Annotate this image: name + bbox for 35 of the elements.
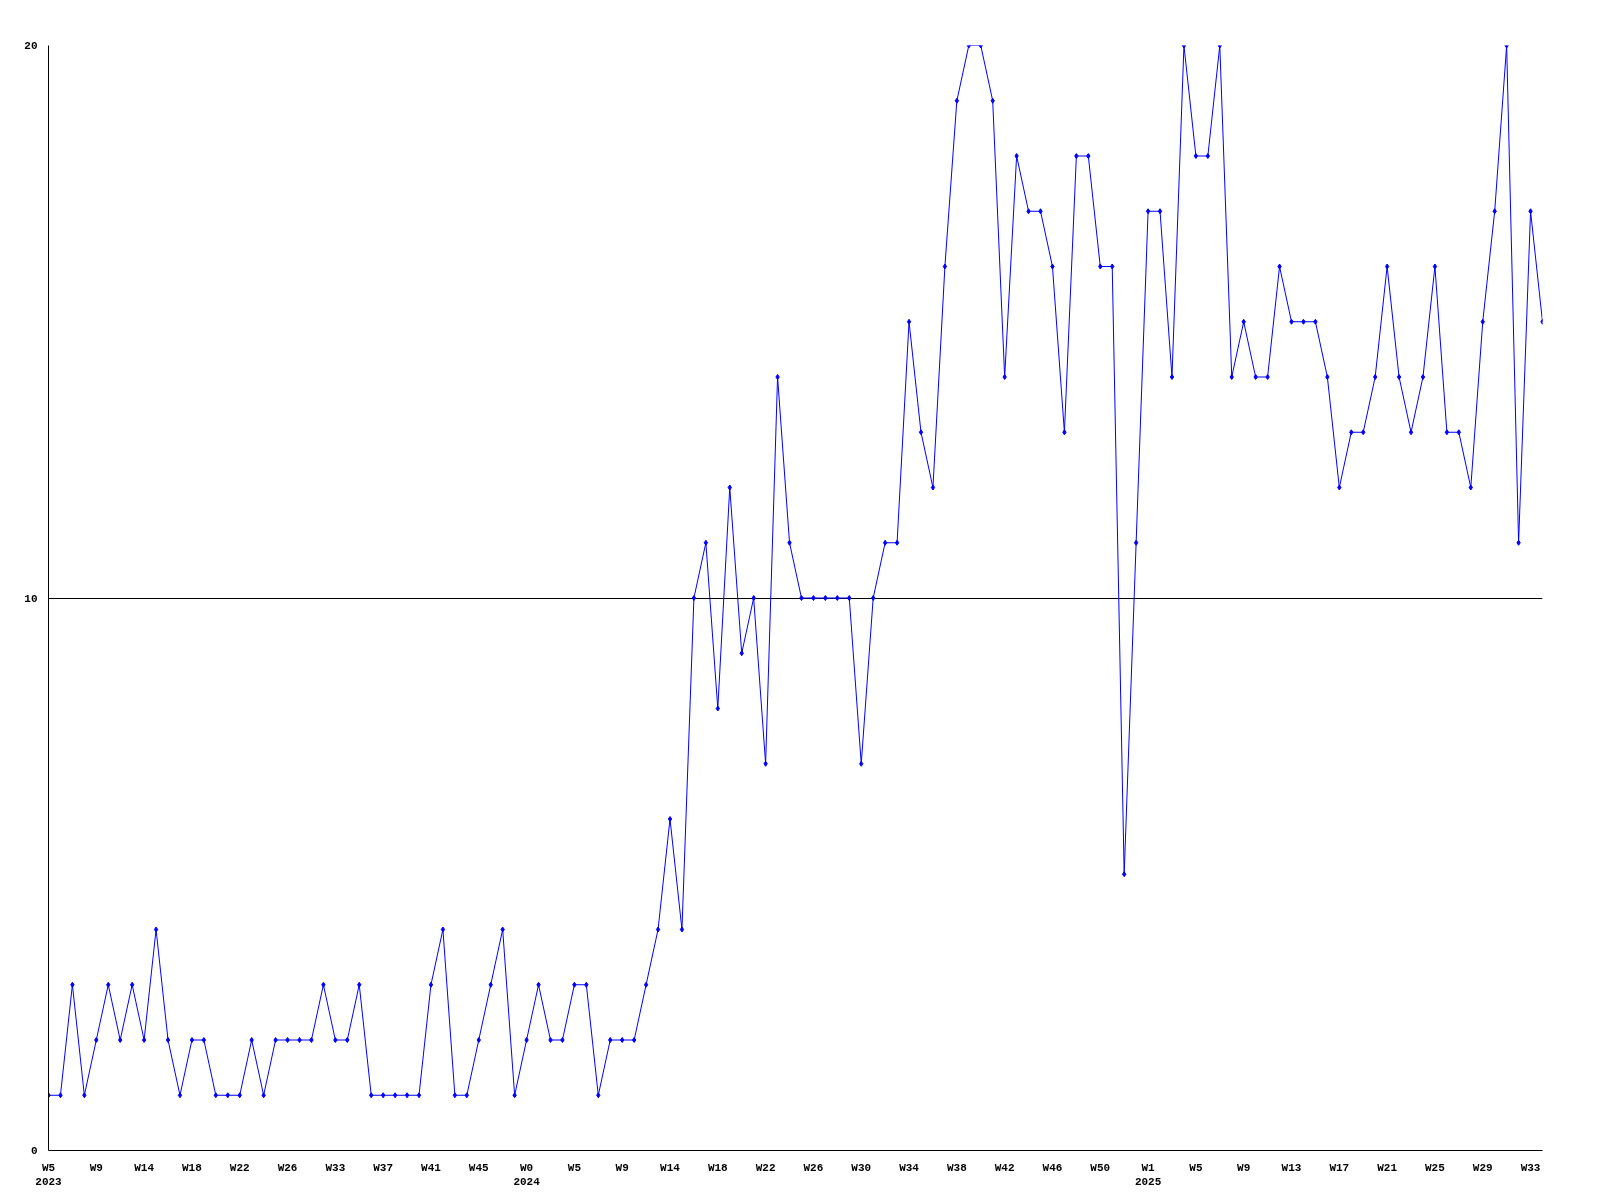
y-tick-label: 20 (24, 40, 38, 52)
x-tick-label: W1 2025 (1134, 1161, 1162, 1188)
x-tick-label: W9 (89, 1161, 103, 1174)
x-tick-label: W50 (1090, 1161, 1111, 1174)
x-tick-label: W0 2024 (513, 1161, 541, 1188)
x-tick-label: W18 (707, 1161, 729, 1174)
x-tick-label: W33 (325, 1161, 346, 1174)
x-tick-label: W5 (1189, 1161, 1203, 1174)
x-tick-label: W26 (803, 1161, 824, 1174)
x-tick-label: W21 (1377, 1161, 1398, 1174)
x-tick-label: W41 (421, 1161, 442, 1174)
x-tick-label: W34 (899, 1161, 920, 1174)
x-tick-label: W14 (660, 1161, 681, 1174)
x-tick-label: W9 (615, 1161, 629, 1174)
x-tick-label: W9 (1237, 1161, 1251, 1174)
x-tick-label: W46 (1042, 1161, 1063, 1174)
x-tick-label: W22 (755, 1161, 776, 1174)
x-tick-label: W22 (229, 1161, 250, 1174)
x-tick-label: W26 (277, 1161, 298, 1174)
x-tick-label: W14 (134, 1161, 155, 1174)
x-tick-label: W42 (994, 1161, 1015, 1174)
y-tick-label: 10 (24, 592, 38, 605)
x-tick-label: W33 (1520, 1161, 1541, 1174)
x-tick-label: W5 (567, 1161, 582, 1174)
x-tick-label: W5 2023 (35, 1161, 63, 1188)
y-tick-label: 0 (30, 1145, 38, 1157)
x-tick-label: W30 (851, 1161, 872, 1174)
x-tick-label: W17 (1329, 1161, 1350, 1174)
x-tick-label: W29 (1472, 1161, 1493, 1174)
x-tick-label: W13 (1281, 1161, 1302, 1174)
x-tick-label: W38 (946, 1161, 968, 1174)
x-tick-label: W18 (182, 1161, 203, 1174)
x-tick-label: W25 (1425, 1161, 1446, 1174)
x-tick-label: W45 (468, 1161, 490, 1174)
x-tick-label: W37 (373, 1161, 394, 1174)
